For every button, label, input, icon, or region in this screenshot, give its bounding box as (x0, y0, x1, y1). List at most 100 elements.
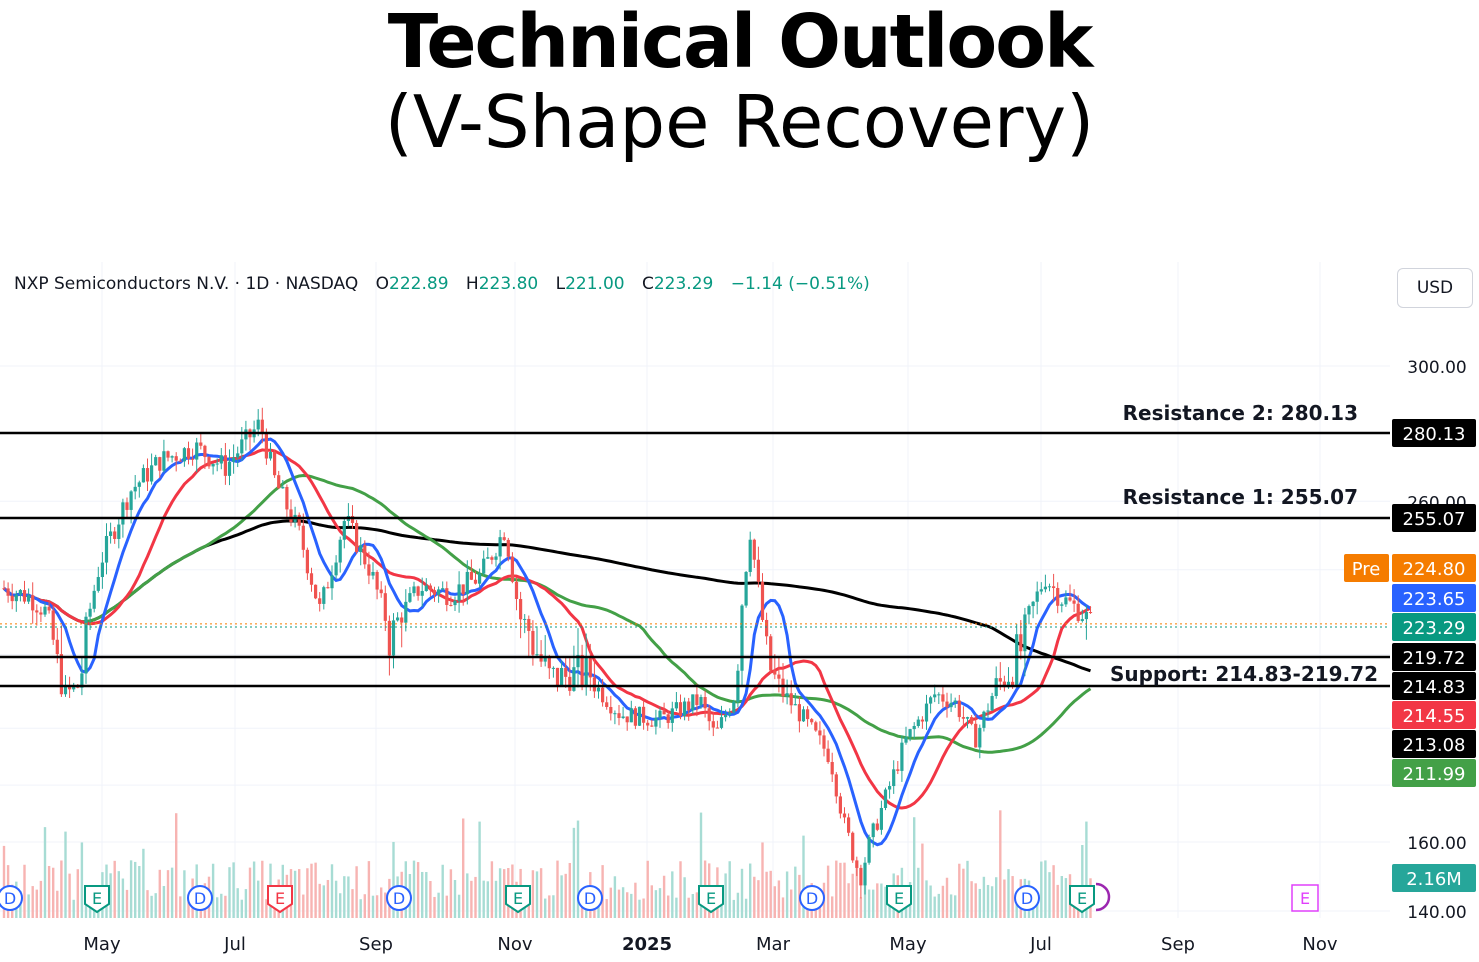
candle-body (908, 729, 912, 738)
volume-bar (958, 863, 961, 918)
candle-body (621, 716, 625, 719)
candle-body (109, 531, 113, 536)
candle-body (588, 656, 592, 678)
volume-bar (1060, 876, 1063, 918)
candle-body (568, 676, 572, 691)
candle-body (879, 807, 883, 830)
volume-bar (478, 821, 481, 918)
volume-bar (359, 899, 362, 918)
volume-bar (732, 899, 735, 918)
candle-body (625, 716, 629, 723)
candle-body (506, 539, 510, 557)
candle-body (326, 587, 330, 589)
volume-bar (630, 893, 633, 918)
candle-body (145, 468, 150, 482)
close-value: 223.29 (653, 274, 714, 294)
volume-bar (486, 881, 489, 918)
volume-bar (457, 894, 461, 918)
candle-body (203, 445, 207, 458)
volume-bar (339, 893, 342, 918)
volume-bar (937, 893, 940, 918)
candle-body (937, 694, 941, 696)
candle-body (646, 722, 650, 726)
volume-bar (876, 883, 879, 918)
candle-body (531, 630, 535, 655)
candle-body (1019, 634, 1023, 652)
volume-bar (367, 861, 371, 918)
low-label: L (555, 274, 566, 294)
currency-button[interactable]: USD (1397, 268, 1473, 308)
earnings-marker (1291, 884, 1319, 912)
candle-body (596, 687, 601, 692)
volume-bar (216, 897, 219, 918)
candle-body (572, 667, 576, 691)
candle-body (732, 701, 736, 713)
volume-bar (843, 862, 846, 918)
volume-bar (831, 896, 834, 918)
volume-bar (68, 873, 71, 918)
candle-body (1052, 586, 1056, 589)
open-value: 222.89 (389, 274, 449, 294)
candle-body (301, 525, 305, 550)
candle-body (1039, 589, 1043, 592)
volume-bar (482, 880, 485, 918)
candle-body (84, 616, 88, 674)
candle-body (543, 657, 547, 662)
candle-body (1064, 597, 1068, 605)
candle-body (223, 455, 227, 476)
price-tag-label: 214.55 (1403, 706, 1466, 727)
high-label: H (465, 274, 479, 294)
candle-body (707, 708, 711, 722)
candle-body (576, 654, 580, 668)
volume-bar (1003, 879, 1006, 918)
candle-body (63, 686, 68, 695)
candle-body (22, 590, 27, 602)
candle-body (432, 590, 437, 595)
candle-body (703, 697, 707, 709)
earnings-marker-label: E (1077, 889, 1087, 908)
page-title: Technical Outlook (387, 0, 1094, 85)
candle-body (51, 610, 55, 640)
volume-bar (572, 827, 576, 918)
moving-average-line (2, 437, 1092, 847)
candle-body (789, 693, 793, 706)
moving-average-line (2, 519, 1091, 673)
candle-body (1088, 612, 1093, 614)
candle-body (953, 700, 957, 703)
candle-body (297, 514, 301, 526)
candle-body (2, 588, 6, 590)
volume-bar (265, 899, 268, 918)
candle-body (121, 502, 125, 525)
candle-body (678, 702, 683, 716)
x-tick-label: May (889, 934, 927, 955)
volume-bar (64, 831, 67, 918)
volume-bar (777, 880, 781, 918)
candle-body (760, 581, 765, 620)
volume-bar (613, 876, 617, 918)
earnings-marker-label: E (92, 889, 102, 908)
candle-body (39, 612, 43, 615)
candle-body (457, 584, 461, 601)
price-tag-label: 223.29 (1403, 618, 1466, 639)
volume-bar (654, 890, 658, 918)
volume-bar (794, 866, 797, 918)
price-tag-label: 223.65 (1403, 589, 1466, 610)
volume-bar (945, 877, 949, 918)
candle-body (674, 702, 678, 709)
volume-bar (31, 886, 34, 918)
candle-body (510, 556, 514, 582)
volume-bar (560, 875, 563, 918)
candle-body (47, 606, 51, 611)
candle-body (965, 717, 970, 719)
candle-body (227, 461, 232, 476)
earnings-marker (505, 885, 531, 914)
candle-body (535, 654, 539, 656)
volume-bar (318, 883, 321, 918)
symbol-name: NXP Semiconductors N.V. · 1D · NASDAQ (14, 274, 359, 294)
candle-body (154, 457, 158, 466)
moving-average-line (2, 448, 1092, 810)
candle-body (502, 537, 506, 540)
volume-bar (913, 817, 916, 918)
candle-body (617, 713, 621, 719)
